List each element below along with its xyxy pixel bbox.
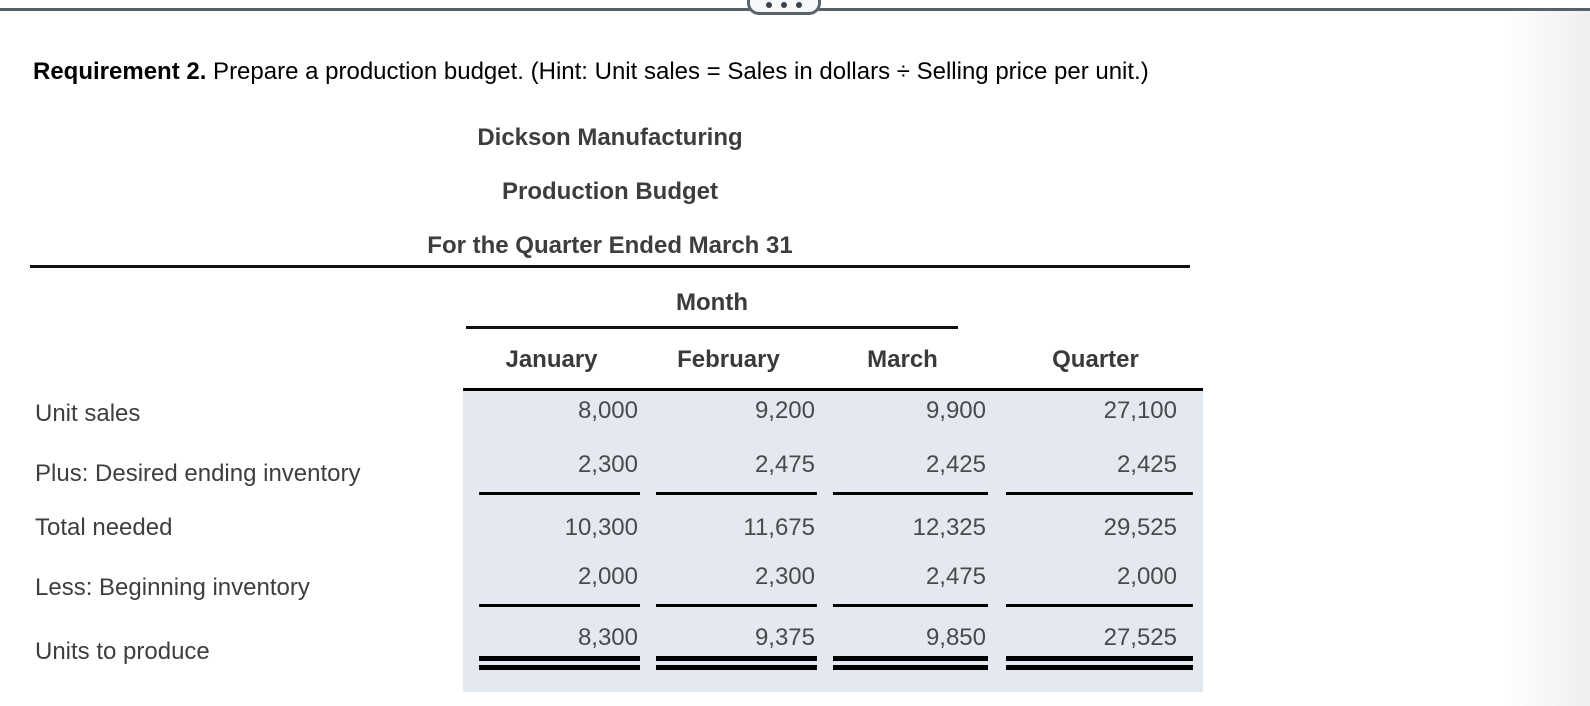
cell-unit-sales-quarter: 27,100 (1103, 397, 1177, 424)
table-row: 10,300 11,675 12,325 29,525 (463, 513, 1203, 543)
table-row: 8,000 9,200 9,900 27,100 (463, 396, 1203, 426)
column-header-february: February (677, 346, 780, 373)
requirement-number: Requirement 2. (33, 58, 207, 85)
column-header-january: January (505, 346, 598, 373)
statement-company: Dickson Manufacturing (477, 124, 743, 151)
cell-total-needed-february: 11,675 (743, 514, 815, 541)
cell-beginning-inventory-march: 2,475 (833, 562, 988, 607)
cell-unit-sales-february: 9,200 (754, 397, 815, 424)
answer-area: 8,000 9,200 9,900 27,100 2,300 2,475 2,4… (463, 388, 1203, 692)
column-header-quarter: Quarter (1052, 346, 1139, 373)
row-label-unit-sales: Unit sales (35, 400, 141, 427)
statement-rule (30, 265, 1190, 268)
cell-units-to-produce-february: 9,375 (656, 623, 817, 670)
cell-beginning-inventory-quarter: 2,000 (1006, 562, 1193, 607)
more-options-button[interactable] (747, 0, 821, 15)
row-label-beginning-inventory: Less: Beginning inventory (35, 574, 310, 601)
cell-ending-inventory-march: 2,425 (833, 450, 988, 495)
column-header-march: March (867, 346, 938, 373)
table-row: 2,000 2,300 2,475 2,000 (463, 562, 1203, 607)
requirement-text: Prepare a production budget. (Hint: Unit… (206, 58, 1149, 85)
cell-total-needed-march: 12,325 (912, 514, 986, 541)
cell-ending-inventory-january: 2,300 (479, 450, 640, 495)
cell-unit-sales-january: 8,000 (577, 397, 638, 424)
statement-title: Production Budget (502, 178, 718, 205)
cell-total-needed-quarter: 29,525 (1103, 514, 1177, 541)
cell-ending-inventory-february: 2,475 (656, 450, 817, 495)
month-group-header: Month (466, 288, 958, 329)
cell-unit-sales-march: 9,900 (925, 397, 986, 424)
cell-ending-inventory-quarter: 2,425 (1006, 450, 1193, 495)
requirement-heading: Requirement 2. Prepare a production budg… (33, 57, 1149, 87)
row-label-total-needed: Total needed (35, 514, 173, 541)
row-label-ending-inventory: Plus: Desired ending inventory (35, 460, 361, 487)
cell-units-to-produce-march: 9,850 (833, 623, 988, 670)
table-row: 8,300 9,375 9,850 27,525 (463, 623, 1203, 670)
cell-beginning-inventory-january: 2,000 (479, 562, 640, 607)
cell-units-to-produce-january: 8,300 (479, 623, 640, 670)
column-header-row: January February March Quarter (463, 345, 1203, 375)
table-row: 2,300 2,475 2,425 2,425 (463, 450, 1203, 495)
page-edge-shadow (1504, 10, 1590, 706)
statement-period: For the Quarter Ended March 31 (427, 232, 793, 259)
ellipsis-icon (766, 2, 802, 8)
cell-units-to-produce-quarter: 27,525 (1006, 623, 1193, 670)
row-label-units-to-produce: Units to produce (35, 638, 210, 665)
cell-total-needed-january: 10,300 (564, 514, 638, 541)
cell-beginning-inventory-february: 2,300 (656, 562, 817, 607)
